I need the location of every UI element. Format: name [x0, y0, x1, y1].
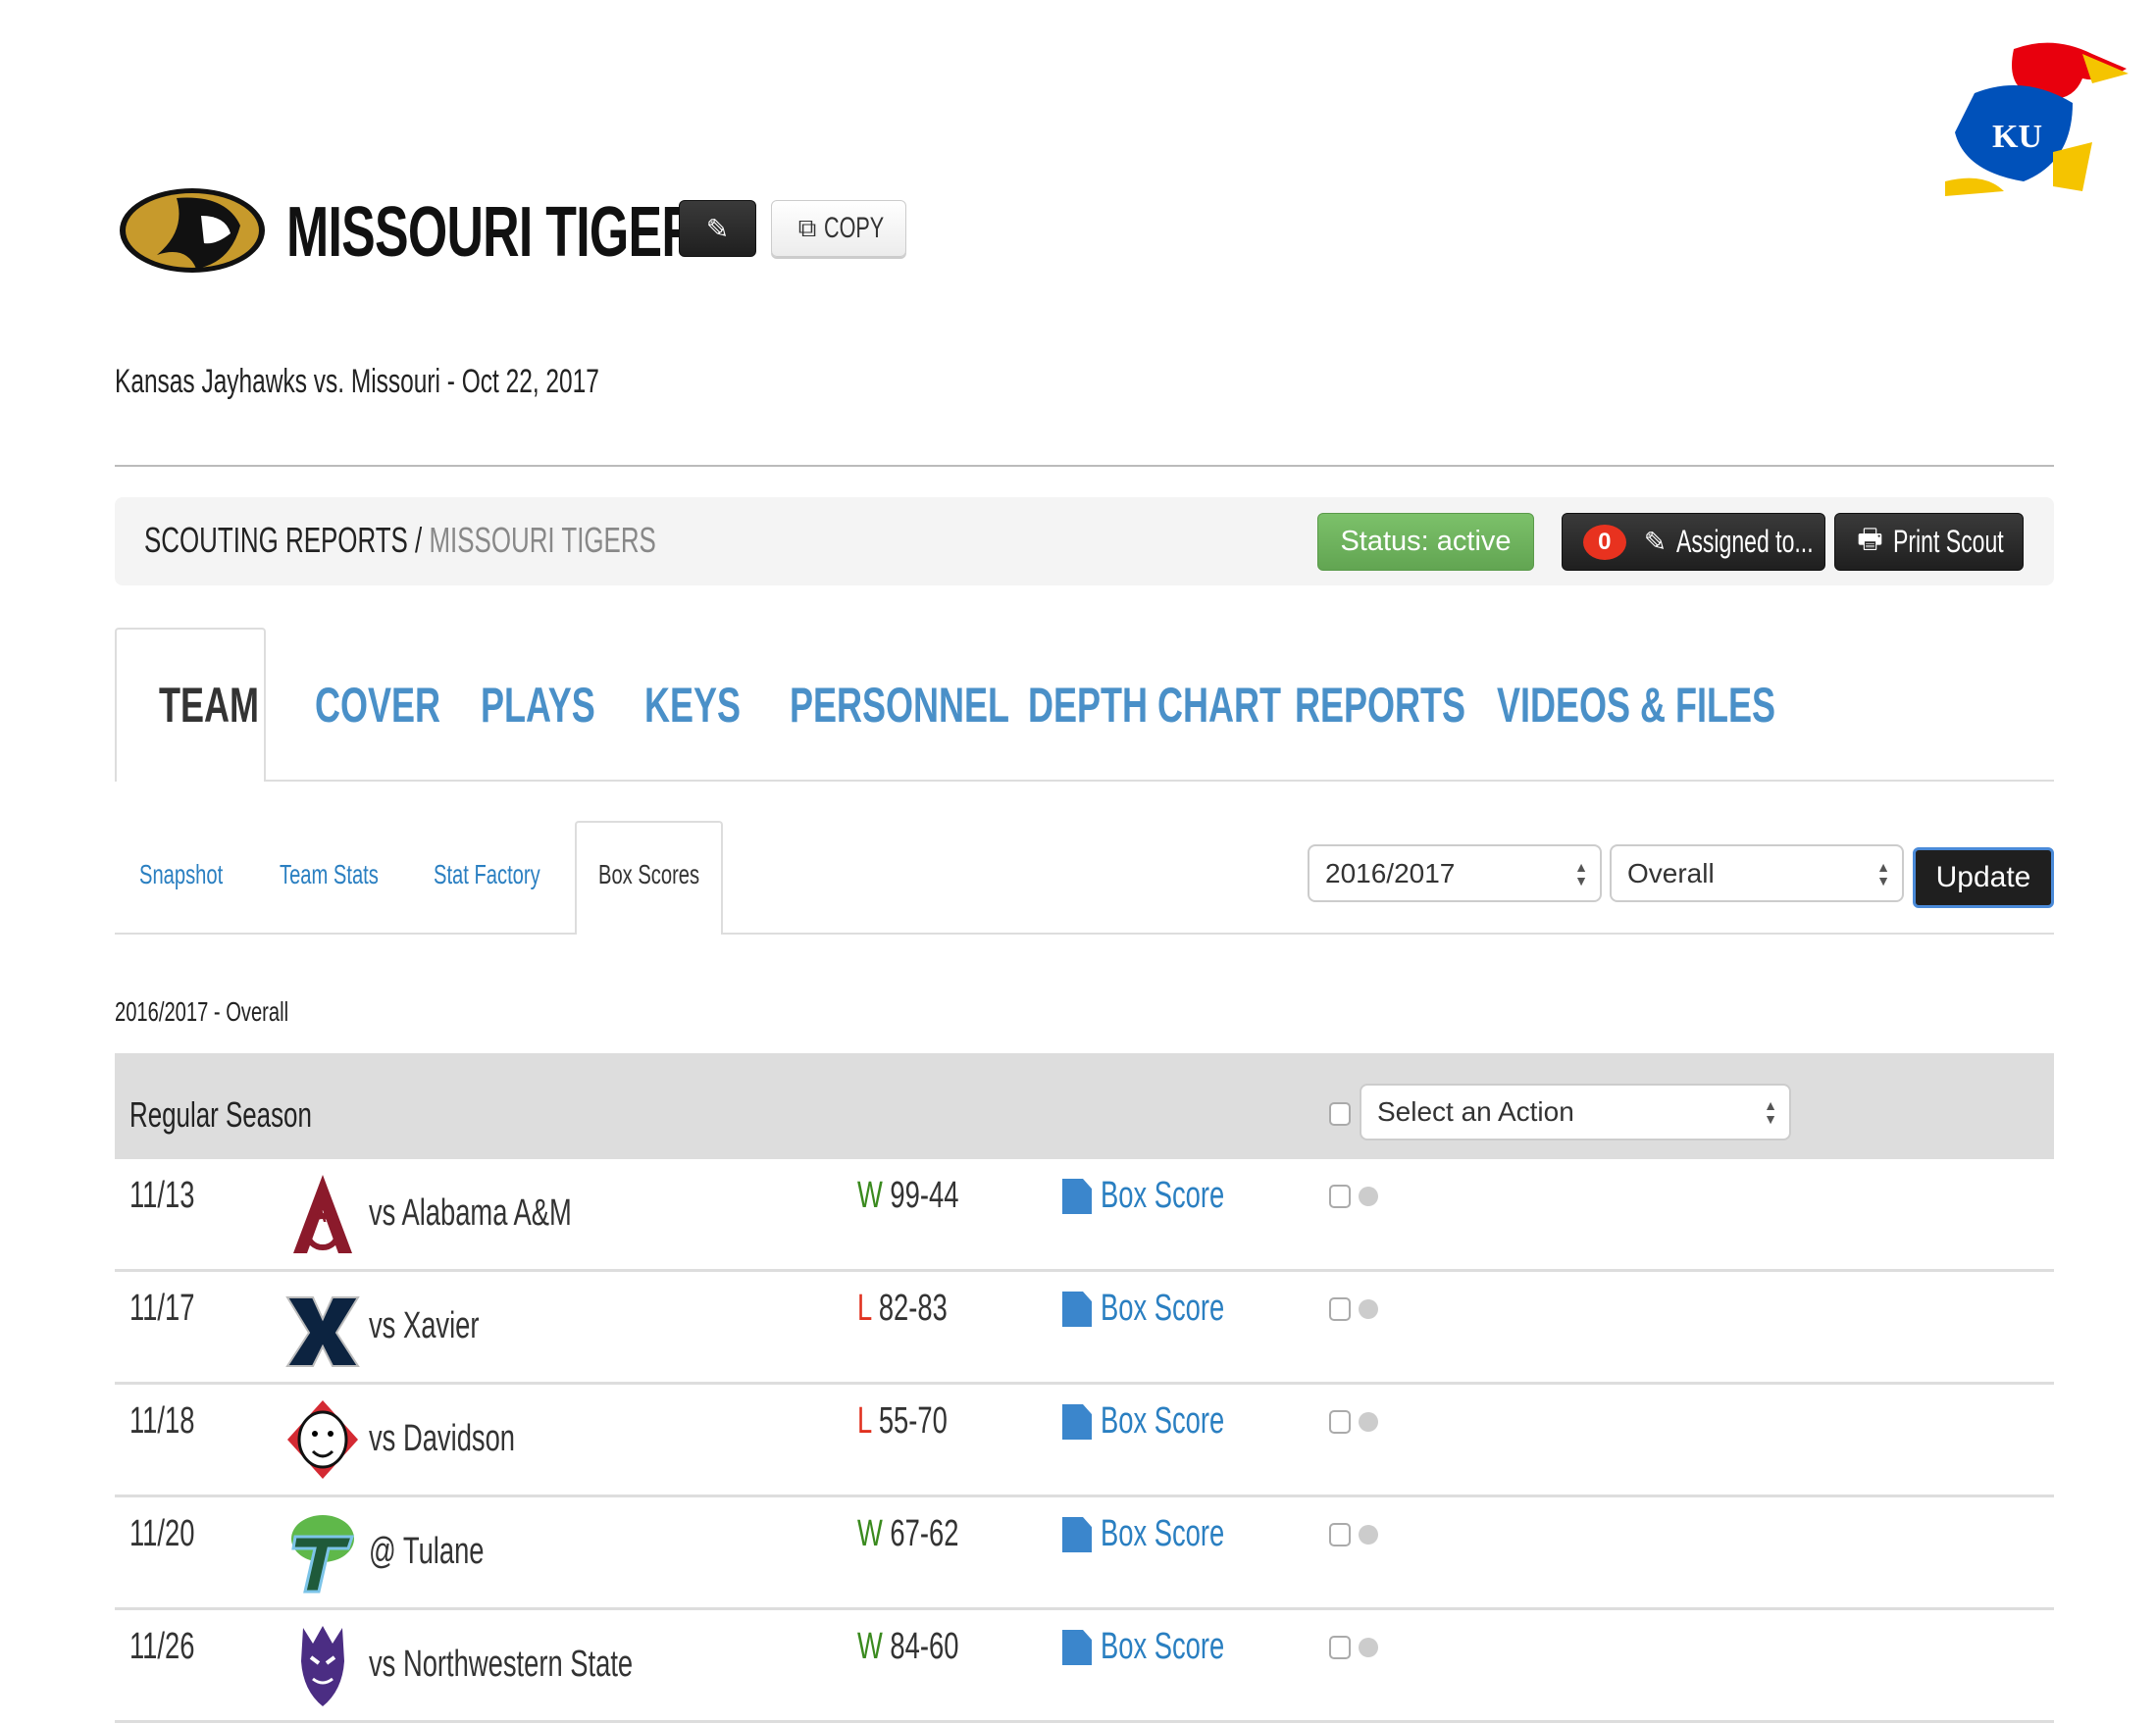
table-row: 11/26 vs Northwestern State W 84-60 Box …	[115, 1610, 2054, 1723]
breadcrumb-root[interactable]: SCOUTING REPORTS	[144, 520, 408, 560]
action-select[interactable]: Select an Action ▲ ▼	[1360, 1084, 1791, 1140]
table-row: 11/13 A vs Alabama A&M W 99-44 Box Score	[115, 1159, 2054, 1272]
row-checkbox[interactable]	[1329, 1185, 1351, 1208]
opponent-name: @ Tulane	[369, 1531, 485, 1572]
team-title: MISSOURI TIGERS	[286, 193, 732, 272]
game-date: 11/18	[129, 1400, 195, 1442]
result-badge: W	[857, 1175, 883, 1216]
opponent-logo	[283, 1509, 362, 1596]
box-score-link[interactable]: Box Score	[1101, 1626, 1225, 1667]
game-date: 11/17	[129, 1288, 195, 1329]
pencil-square-icon: ✎	[705, 213, 730, 244]
opponent-name: vs Northwestern State	[369, 1644, 634, 1685]
row-checkbox[interactable]	[1329, 1410, 1351, 1434]
game-date: 11/20	[129, 1513, 195, 1554]
breadcrumb-current: MISSOURI TIGERS	[429, 520, 656, 560]
game-result: W 67-62	[857, 1513, 959, 1554]
game-result: W 99-44	[857, 1175, 959, 1216]
divider	[115, 465, 2054, 467]
copy-icon: ⧉	[797, 213, 817, 242]
box-score-link[interactable]: Box Score	[1101, 1175, 1225, 1216]
game-result: W 84-60	[857, 1626, 959, 1667]
edit-button[interactable]: ✎	[679, 200, 756, 257]
active-tab-frame	[115, 628, 266, 782]
tab-plays[interactable]: PLAYS	[481, 678, 595, 733]
kansas-jayhawks-logo: KU	[1945, 42, 2129, 196]
document-icon	[1062, 1630, 1092, 1665]
result-badge: W	[857, 1513, 883, 1554]
status-dot	[1359, 1525, 1378, 1545]
row-checkbox[interactable]	[1329, 1297, 1351, 1321]
table-row: 11/17 vs Xavier L 82-83 Box Score	[115, 1272, 2054, 1385]
row-checkbox[interactable]	[1329, 1636, 1351, 1659]
opponent-logo	[283, 1284, 362, 1370]
tab-depth-chart[interactable]: DEPTH CHART	[1028, 678, 1281, 733]
edit-icon: ✎	[1643, 527, 1668, 557]
opponent-logo: A	[283, 1171, 362, 1257]
result-badge: L	[857, 1400, 872, 1442]
document-icon	[1062, 1404, 1092, 1440]
select-arrows-icon: ▲ ▼	[1764, 1097, 1777, 1127]
opponent-name: vs Alabama A&M	[369, 1192, 572, 1234]
game-date: 11/13	[129, 1175, 195, 1216]
breadcrumb: SCOUTING REPORTS / MISSOURI TIGERS	[144, 520, 656, 560]
game-result: L 55-70	[857, 1400, 948, 1442]
update-button[interactable]: Update	[1913, 847, 2054, 908]
active-subtab-frame	[575, 821, 723, 935]
subtab-snapshot[interactable]: Snapshot	[139, 859, 224, 889]
table-row: 11/20 @ Tulane W 67-62 Box Score	[115, 1497, 2054, 1610]
result-badge: L	[857, 1288, 872, 1329]
tab-reports[interactable]: REPORTS	[1295, 678, 1466, 733]
assigned-to-button[interactable]: 0 ✎ Assigned to...	[1562, 513, 1825, 571]
document-icon	[1062, 1292, 1092, 1327]
document-icon	[1062, 1179, 1092, 1214]
box-score-link[interactable]: Box Score	[1101, 1400, 1225, 1442]
select-arrows-icon: ▲ ▼	[1574, 858, 1588, 888]
svg-text:A: A	[314, 1206, 327, 1226]
result-badge: W	[857, 1626, 883, 1667]
status-dot	[1359, 1412, 1378, 1432]
game-subtitle: Kansas Jayhawks vs. Missouri - Oct 22, 2…	[115, 363, 599, 400]
tab-cover[interactable]: COVER	[315, 678, 441, 733]
status-button[interactable]: Status: active	[1317, 513, 1534, 571]
status-dot	[1359, 1187, 1378, 1206]
split-select[interactable]: Overall ▲ ▼	[1610, 844, 1904, 902]
box-score-link[interactable]: Box Score	[1101, 1288, 1225, 1329]
subtab-team-stats[interactable]: Team Stats	[280, 859, 379, 889]
document-icon	[1062, 1517, 1092, 1552]
opponent-logo	[283, 1396, 362, 1483]
game-date: 11/26	[129, 1626, 195, 1667]
table-row: 11/18 vs Davidson L 55-70 Box Score	[115, 1385, 2054, 1497]
opponent-name: vs Davidson	[369, 1418, 516, 1459]
section-label: 2016/2017 - Overall	[115, 996, 289, 1027]
status-dot	[1359, 1638, 1378, 1657]
print-scout-button[interactable]: 🖶 Print Scout	[1834, 513, 2024, 571]
tab-personnel[interactable]: PERSONNEL	[790, 678, 1010, 733]
select-all-checkbox[interactable]	[1329, 1102, 1351, 1126]
row-checkbox[interactable]	[1329, 1523, 1351, 1546]
tab-videos-files[interactable]: VIDEOS & FILES	[1497, 678, 1776, 733]
assigned-count-badge: 0	[1582, 524, 1626, 560]
opponent-name: vs Xavier	[369, 1305, 480, 1346]
print-icon: 🖶	[1857, 523, 1883, 554]
copy-button[interactable]: ⧉ COPY	[771, 200, 906, 257]
select-arrows-icon: ▲ ▼	[1876, 858, 1890, 888]
box-score-link[interactable]: Box Score	[1101, 1513, 1225, 1554]
subtab-stat-factory[interactable]: Stat Factory	[434, 859, 540, 889]
svg-text:KU: KU	[1992, 119, 2042, 155]
game-result: L 82-83	[857, 1288, 948, 1329]
subtab-box-scores[interactable]: Box Scores	[598, 859, 700, 889]
group-title: Regular Season	[129, 1094, 312, 1135]
status-dot	[1359, 1299, 1378, 1319]
missouri-tigers-logo	[120, 188, 265, 273]
tab-team[interactable]: TEAM	[159, 678, 259, 733]
season-select[interactable]: 2016/2017 ▲ ▼	[1308, 844, 1602, 902]
tab-keys[interactable]: KEYS	[644, 678, 742, 733]
opponent-logo	[283, 1622, 362, 1708]
